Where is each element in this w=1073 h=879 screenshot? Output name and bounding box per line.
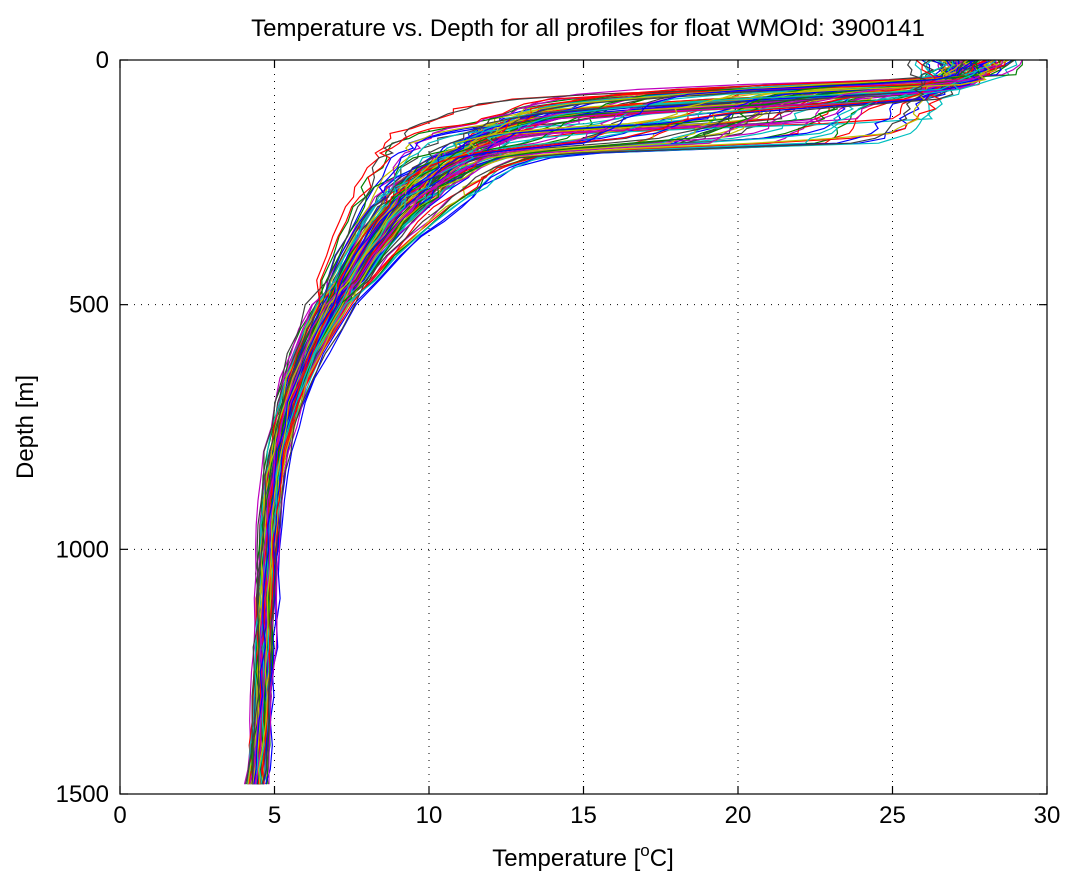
y-tick-label: 1000	[56, 536, 109, 563]
profile-line	[261, 59, 927, 785]
x-axis-label-superscript: o	[640, 841, 649, 860]
x-tick-label: 5	[268, 802, 281, 829]
profile-line	[258, 59, 991, 785]
profile-line	[253, 59, 990, 785]
y-tick-label: 500	[69, 292, 109, 319]
x-tick-label: 25	[879, 802, 906, 829]
x-tick-label: 15	[570, 802, 597, 829]
profile-line	[257, 59, 995, 785]
x-axis-label: Temperature [oC]	[492, 841, 674, 872]
x-tick-label: 0	[113, 802, 126, 829]
x-tick-label: 30	[1034, 802, 1061, 829]
y-tick-label: 1500	[56, 781, 109, 808]
tick-labels: 0 5 10 15 20 25 30 0 500 1000 1500	[56, 47, 1061, 829]
profile-line	[265, 59, 972, 785]
x-tick-label: 20	[725, 802, 752, 829]
profile-line	[245, 59, 978, 785]
y-tick-label: 0	[96, 47, 109, 74]
profile-lines	[243, 59, 1023, 785]
chart-title: Temperature vs. Depth for all profiles f…	[251, 15, 925, 42]
tick-marks	[119, 59, 1048, 795]
profile-line	[251, 59, 935, 785]
x-tick-label: 10	[416, 802, 443, 829]
y-axis-label: Depth [m]	[12, 375, 39, 479]
x-axis-label-end: C]	[650, 845, 674, 872]
x-axis-label-main: Temperature [	[492, 845, 640, 872]
profile-line	[252, 59, 1010, 785]
profile-line	[253, 59, 976, 785]
profile-line	[261, 59, 937, 785]
